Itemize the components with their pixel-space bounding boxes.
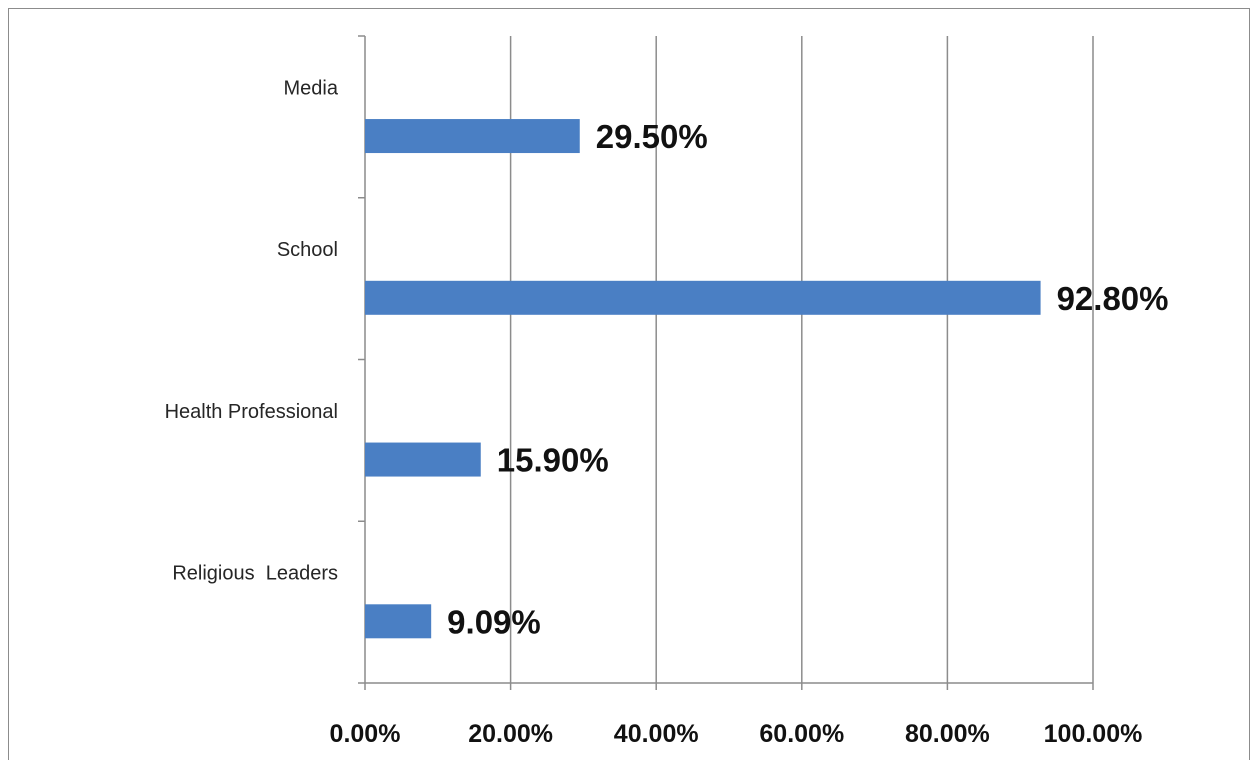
x-tick-label: 40.00% [614, 720, 699, 748]
x-tick-label: 80.00% [905, 720, 990, 748]
bars [365, 119, 1041, 639]
labels: 0.00% 20.00% 40.00% 60.00% 80.00% 100.00% Medi… [165, 77, 1169, 748]
category-label: Media [284, 77, 339, 99]
data-label: 92.80% [1057, 280, 1169, 317]
x-tick-label: 100.00% [1044, 720, 1143, 748]
bar [365, 604, 432, 639]
x-tick-label: 60.00% [759, 720, 844, 748]
category-label: School [277, 239, 338, 261]
data-label: 15.90% [497, 442, 609, 479]
bar [365, 119, 580, 154]
category-label: Health Professional [165, 401, 338, 423]
x-tick-label: 0.00% [330, 720, 401, 748]
bar [365, 442, 481, 477]
bar [365, 280, 1041, 315]
chart-frame [8, 8, 1250, 760]
x-tick-label: 20.00% [468, 720, 553, 748]
data-label: 9.09% [447, 603, 541, 640]
category-label: Religious Leaders [172, 563, 338, 585]
data-label: 29.50% [596, 118, 708, 155]
